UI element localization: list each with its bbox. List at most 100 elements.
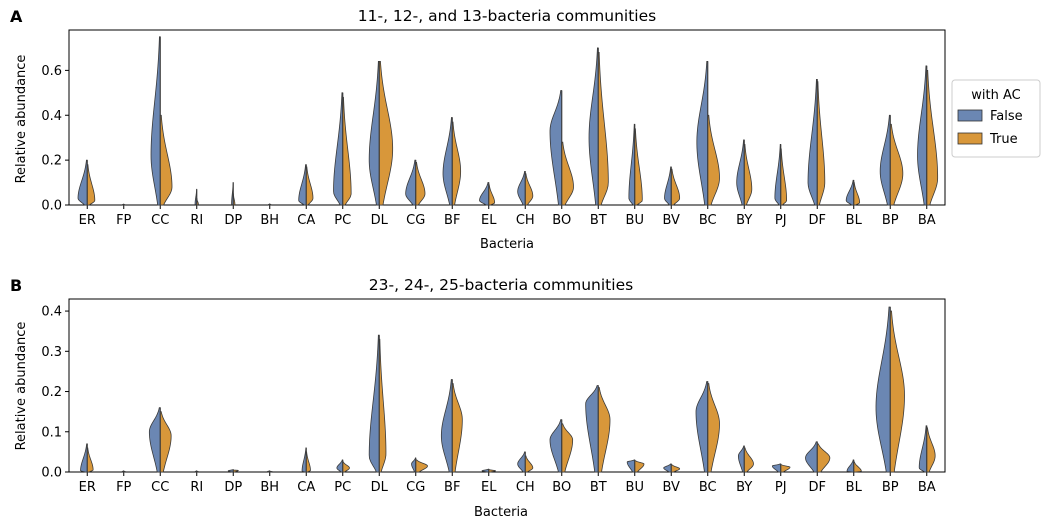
x-tick-label: BU [626,213,644,228]
violin-half [561,423,574,473]
violin-half [80,443,88,473]
violin-half [889,310,905,473]
violin-half [926,427,936,473]
violin-half [378,338,387,473]
panel-b-title: 23-, 24-, 25-bacteria communities [369,276,633,294]
violin-half [597,52,609,206]
violin-half [378,61,394,206]
x-tick-label: RI [190,213,203,228]
plot-frame [68,298,946,473]
violin-half [845,179,855,206]
violin-half [663,463,672,473]
violin-half [479,182,490,206]
x-tick-label: BF [444,213,460,228]
violin-half [846,459,855,473]
x-tick-label: PJ [775,213,787,228]
legend-swatch-true [957,132,983,145]
violin-half [707,114,720,206]
panel-b-ylabel: Relative abundance [14,322,29,451]
violin-half [488,469,496,473]
violin-half [634,128,643,206]
x-tick-label: BA [918,480,936,495]
x-tick-label: BV [663,213,681,228]
violin-half [333,92,344,206]
panel-label-a: A [10,7,23,26]
legend-label-true: True [989,132,1018,147]
y-tick-label: 0.0 [41,199,62,214]
violin-half [415,161,426,206]
x-tick-label: BV [663,480,681,495]
legend-label-false: False [990,109,1023,124]
violin-half [918,425,928,473]
violin-half [816,443,831,473]
y-tick-label: 0.2 [41,154,62,169]
legend-swatch-false [957,109,983,122]
violin-half [342,461,350,473]
violin-half [743,144,753,206]
x-tick-label: BH [260,480,279,495]
violin-half [588,47,599,206]
violin-half [368,61,380,206]
violin-half [807,78,818,206]
x-tick-label: BT [590,480,607,495]
x-tick-label: FP [116,480,131,495]
violin-half [301,447,307,473]
x-tick-label: BF [444,480,460,495]
violin-half [266,470,271,473]
violin-half [695,381,709,473]
y-tick-label: 0.2 [41,385,62,400]
violin-half [805,441,818,473]
violin-half [737,445,745,473]
x-tick-label: BY [736,213,752,228]
violin-half [305,451,311,473]
violin-half [298,164,307,206]
x-tick-label: EL [481,480,497,495]
x-tick-label: PC [334,480,351,495]
x-tick-label: PJ [775,480,787,495]
violin-half [889,123,904,206]
violin-half [77,159,88,206]
violin-half [853,182,861,206]
x-tick-label: DP [224,480,242,495]
x-tick-label: CA [297,213,315,228]
violin-half [524,173,534,206]
violin-half [368,334,380,473]
panel-a-xlabel: Bacteria [480,237,534,252]
panel-a-ylabel: Relative abundance [14,55,29,184]
x-tick-label: CC [151,213,169,228]
x-tick-label: BL [846,213,863,228]
x-tick-label: CG [406,213,425,228]
x-tick-label: CH [516,213,535,228]
violin-half [488,184,496,206]
violin-half [517,170,526,206]
violin-half [481,468,490,473]
violin-half [549,419,563,473]
violin-half [159,411,172,473]
violin-half [517,451,526,473]
x-tick-label: BT [590,213,607,228]
violin-half [227,469,234,473]
x-tick-label: BC [699,213,717,228]
x-tick-label: FP [116,213,131,228]
x-tick-label: BO [552,480,571,495]
x-tick-label: ER [79,213,96,228]
panel-b-plot: 0.0 0.1 0.2 0.3 0.4 ER FP CC RI DP BH CA PC DL CG BF EL C… [41,298,946,495]
violin-half [670,464,681,473]
x-tick-label: RI [190,480,203,495]
violin-half [771,463,782,473]
x-tick-label: DL [371,480,389,495]
violin-half [405,159,417,206]
y-tick-label: 0.1 [41,425,62,440]
violin-half [336,459,344,473]
violin-half [150,36,161,206]
plot-frame [68,29,946,206]
x-tick-label: PC [334,213,351,228]
x-tick-label: BY [736,480,752,495]
x-tick-label: ER [79,480,96,495]
violin-half [442,117,453,206]
violin-half [626,459,636,473]
x-tick-label: CH [516,480,535,495]
panel-label-b: B [10,276,22,295]
